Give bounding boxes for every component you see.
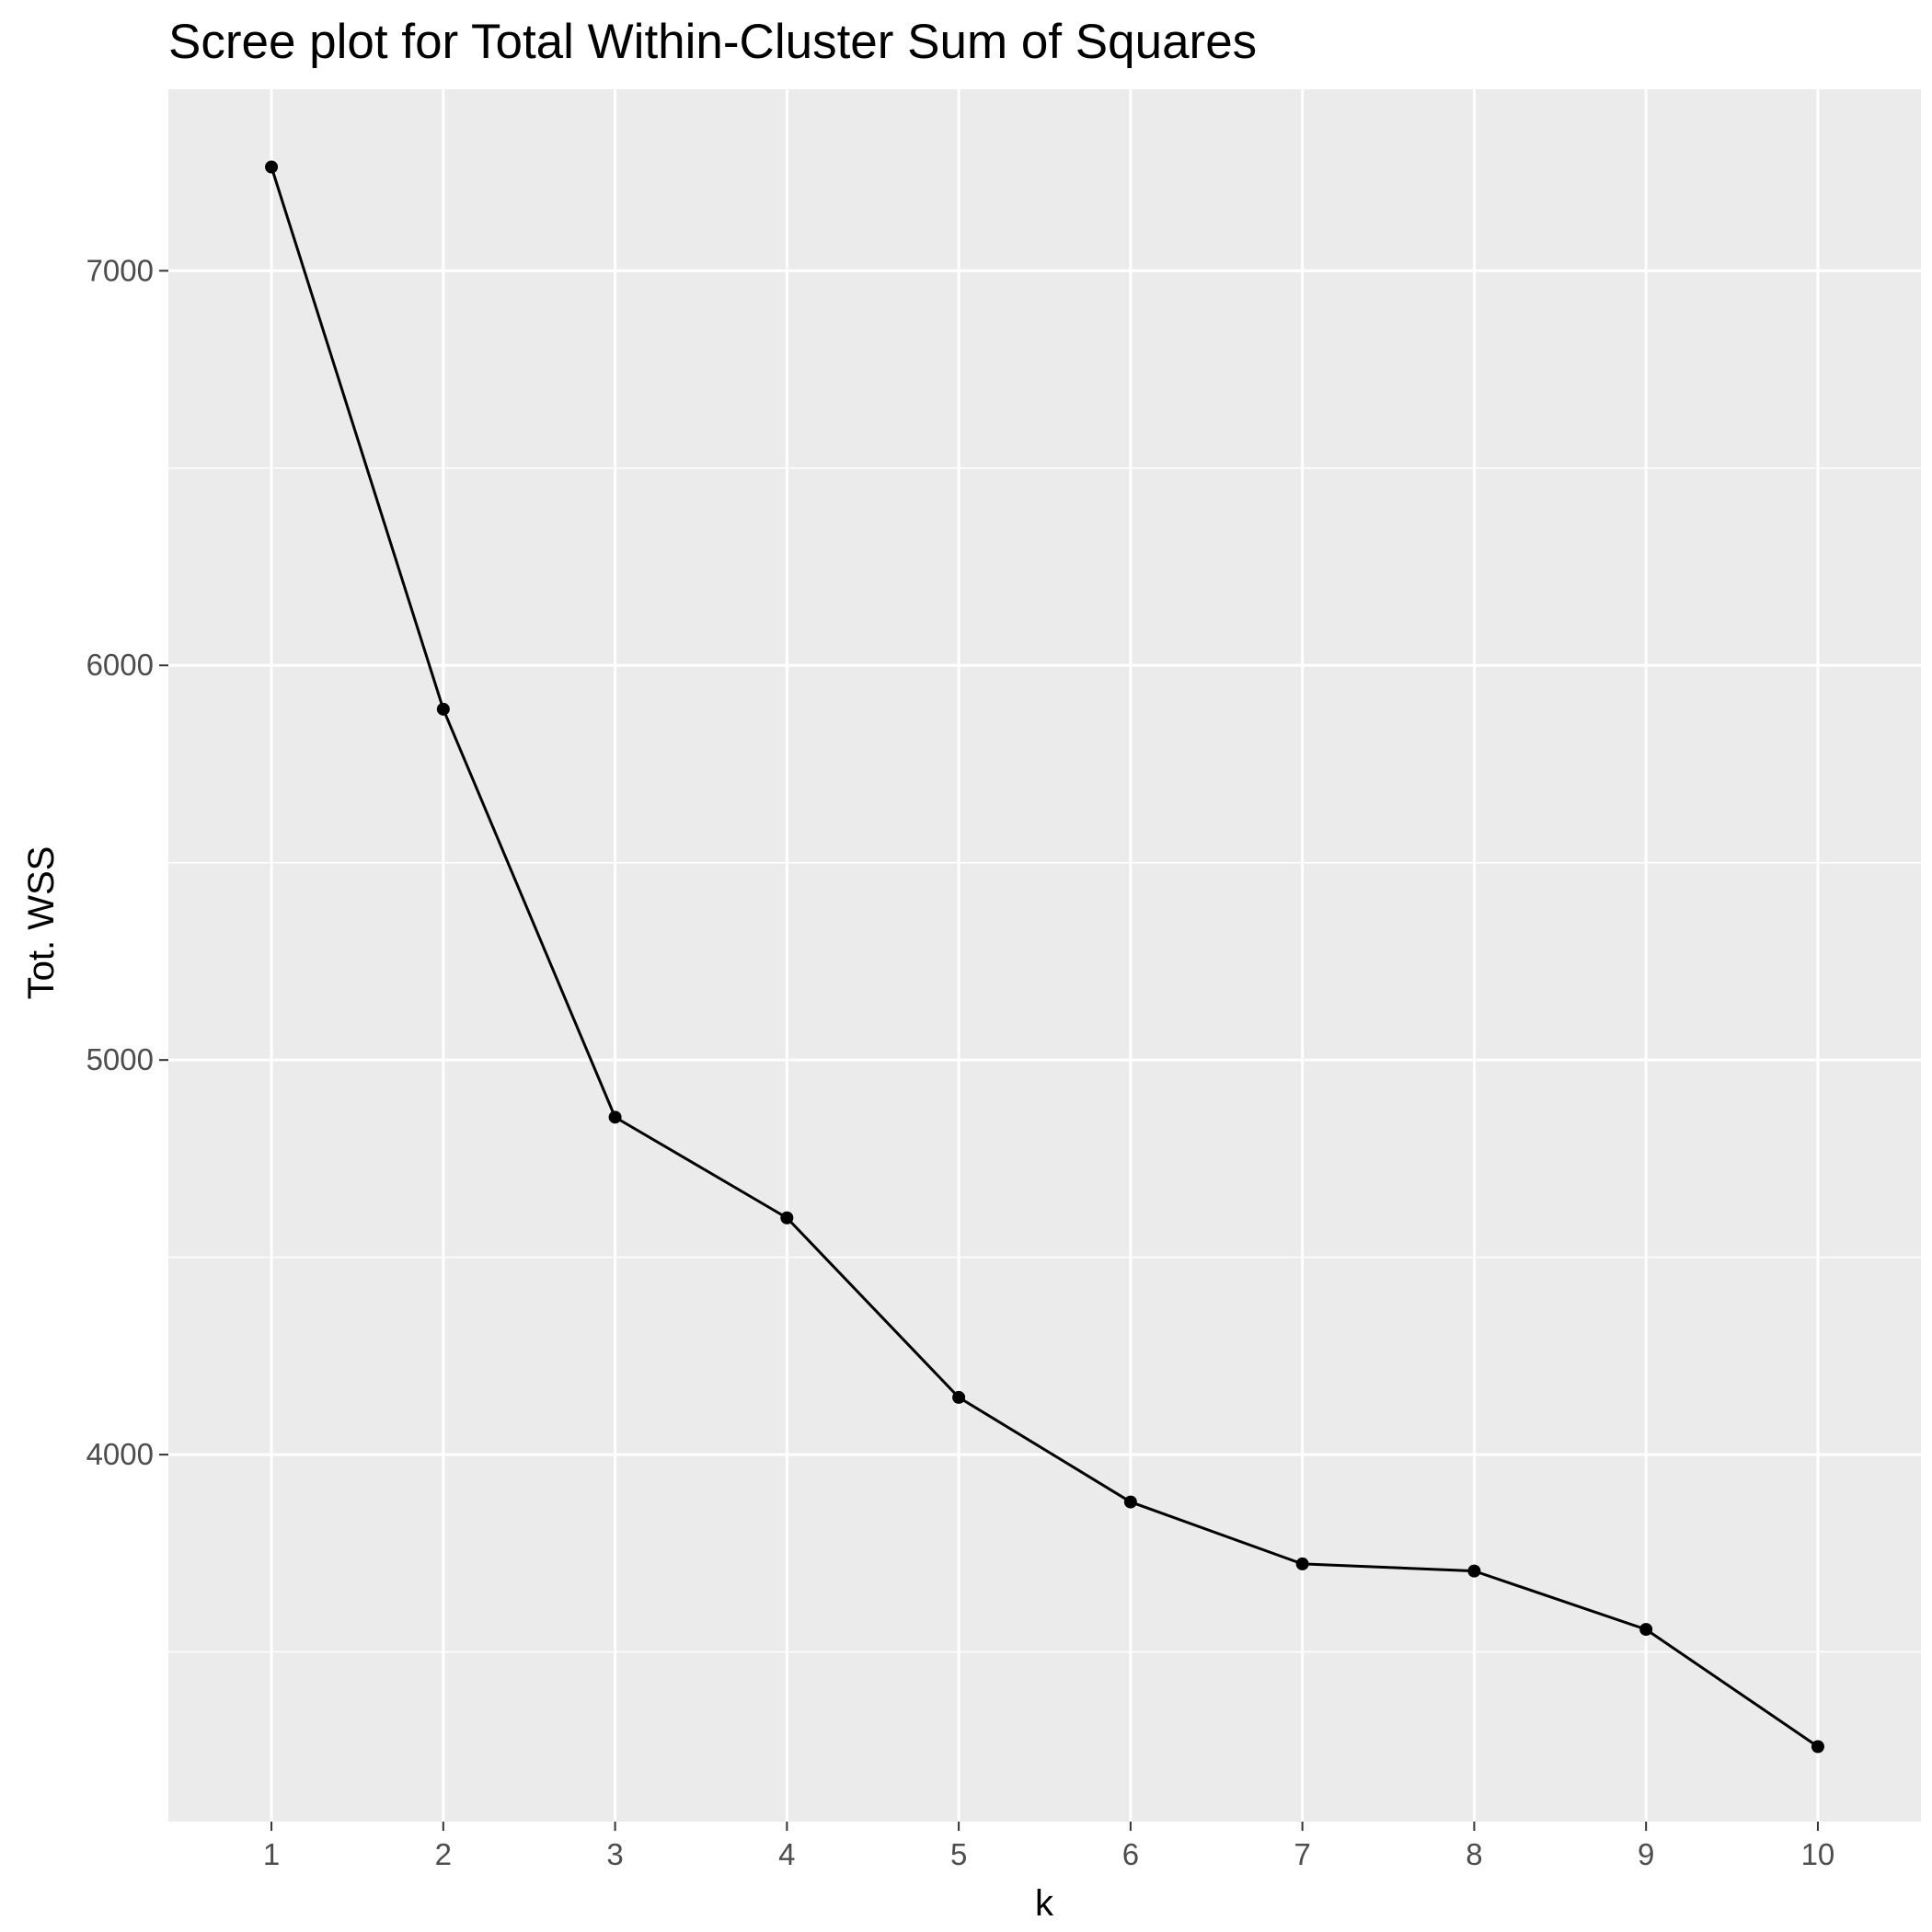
data-point (780, 1211, 794, 1225)
data-point (1811, 1740, 1824, 1754)
minor-gridlines (168, 467, 1921, 1653)
y-tick-label: 7000 (86, 253, 154, 287)
y-tick-label: 4000 (86, 1437, 154, 1471)
data-point (1295, 1557, 1309, 1570)
x-tick-label: 3 (606, 1837, 623, 1871)
x-tick-label: 6 (1122, 1837, 1139, 1871)
chart-title: Scree plot for Total Within-Cluster Sum … (168, 15, 1257, 69)
data-point (952, 1390, 966, 1404)
x-axis-title: k (1035, 1883, 1054, 1924)
y-tick-label: 6000 (86, 648, 154, 682)
x-tick-label: 7 (1294, 1837, 1310, 1871)
data-point (265, 160, 279, 174)
x-tick-label: 4 (778, 1837, 795, 1871)
x-tick-label: 8 (1466, 1837, 1482, 1871)
plot-panel (168, 89, 1921, 1822)
y-axis-ticks: 4000 5000 6000 7000 (86, 253, 168, 1471)
y-tick-label: 5000 (86, 1042, 154, 1076)
x-axis-ticks: 1 2 3 4 5 6 7 8 9 10 (263, 1822, 1834, 1871)
x-tick-label: 10 (1801, 1837, 1835, 1871)
data-point (1123, 1495, 1137, 1509)
data-point (1639, 1623, 1653, 1637)
data-point (608, 1110, 622, 1124)
x-tick-label: 2 (435, 1837, 452, 1871)
data-points (265, 160, 1824, 1754)
data-point (1467, 1564, 1481, 1578)
x-tick-label: 1 (263, 1837, 280, 1871)
series-line (270, 167, 1819, 1748)
y-axis-title: Tot. WSS (21, 846, 62, 1000)
x-tick-label: 9 (1638, 1837, 1654, 1871)
x-tick-label: 5 (950, 1837, 967, 1871)
data-point (436, 702, 450, 716)
major-gridlines (168, 89, 1921, 1822)
